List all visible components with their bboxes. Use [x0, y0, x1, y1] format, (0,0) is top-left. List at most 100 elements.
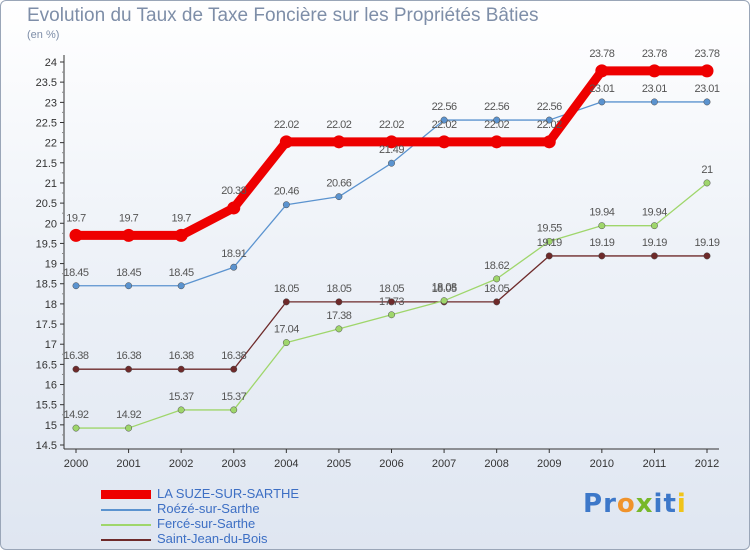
data-label-2: 17.38 [326, 310, 351, 322]
data-label-3: 19.19 [694, 237, 719, 249]
data-label-2: 14.92 [63, 409, 88, 421]
data-label-1: 20.46 [274, 186, 299, 198]
data-label-2: 19.55 [537, 222, 562, 234]
data-label-2: 18.08 [432, 282, 457, 294]
data-point-0 [122, 228, 136, 242]
data-label-1: 18.45 [169, 267, 194, 279]
x-tick-label: 2001 [116, 458, 140, 470]
data-label-0: 22.02 [379, 119, 404, 131]
data-label-0: 22.02 [484, 119, 509, 131]
data-label-0: 22.02 [432, 119, 457, 131]
data-label-3: 16.38 [169, 350, 194, 362]
data-label-0: 19.7 [66, 212, 86, 224]
y-tick-label: 18.5 [36, 279, 57, 291]
x-tick-label: 2005 [327, 458, 351, 470]
y-tick-label: 22 [45, 138, 57, 150]
y-tick-label: 21.5 [36, 158, 57, 170]
legend-swatch [101, 509, 151, 511]
data-label-0: 22.02 [274, 119, 299, 131]
data-point-3 [598, 252, 606, 260]
legend-label: Roézé-sur-Sarthe [157, 501, 260, 516]
data-point-3 [230, 365, 238, 373]
data-label-3: 18.05 [274, 283, 299, 295]
y-tick-label: 24 [45, 57, 57, 69]
data-label-3: 18.05 [484, 283, 509, 295]
data-label-1: 23.01 [694, 83, 719, 95]
data-point-1 [335, 193, 343, 201]
data-label-2: 17.04 [274, 324, 299, 336]
x-tick-label: 2003 [222, 458, 246, 470]
data-label-3: 19.19 [589, 237, 614, 249]
data-label-1: 23.01 [589, 83, 614, 95]
x-tick-label: 2010 [590, 458, 614, 470]
data-point-3 [545, 252, 553, 260]
y-tick-label: 19.5 [36, 238, 57, 250]
y-tick-label: 22.5 [36, 117, 57, 129]
data-point-2 [335, 325, 343, 333]
data-point-0 [174, 228, 188, 242]
data-point-3 [282, 298, 290, 306]
x-tick-label: 2000 [64, 458, 88, 470]
legend-item: Fercé-sur-Sarthe [101, 516, 341, 531]
data-label-0: 20.38 [221, 185, 246, 197]
data-point-1 [282, 201, 290, 209]
data-label-3: 18.05 [326, 283, 351, 295]
data-label-2: 19.94 [589, 207, 614, 219]
y-tick-label: 16 [45, 380, 57, 392]
data-label-1: 23.01 [642, 83, 667, 95]
data-point-3 [493, 298, 501, 306]
data-point-1 [703, 98, 711, 106]
data-point-3 [388, 298, 395, 306]
y-tick-label: 15.5 [36, 400, 57, 412]
y-tick-label: 18 [45, 299, 57, 311]
data-point-2 [493, 275, 501, 283]
legend-item: LA SUZE-SUR-SARTHE [101, 486, 341, 501]
y-tick-label: 21 [45, 178, 57, 190]
data-point-3 [650, 252, 658, 260]
x-tick-label: 2011 [643, 458, 667, 470]
chart-unit: (en %) [27, 29, 60, 41]
data-point-0 [279, 135, 293, 149]
data-point-1 [650, 98, 658, 106]
data-label-0: 23.78 [589, 48, 614, 60]
data-point-3 [125, 365, 133, 373]
data-point-1 [125, 282, 133, 290]
data-point-0 [385, 135, 398, 149]
data-label-0: 22.02 [537, 119, 562, 131]
data-point-1 [545, 116, 553, 124]
data-label-1: 18.45 [116, 267, 141, 279]
y-tick-label: 17.5 [36, 319, 57, 331]
x-tick-label: 2002 [169, 458, 193, 470]
data-point-2 [545, 237, 553, 245]
data-label-0: 19.7 [171, 212, 191, 224]
proxiti-logo: Proxiti [583, 489, 687, 519]
chart-title: Evolution du Taux de Taxe Foncière sur l… [27, 5, 539, 26]
x-tick-label: 2008 [484, 458, 508, 470]
data-label-1: 21.49 [379, 144, 404, 156]
data-point-1 [440, 116, 448, 124]
y-tick-label: 16.5 [36, 359, 57, 371]
legend-label: Fercé-sur-Sarthe [157, 516, 256, 531]
data-point-2 [125, 424, 133, 432]
data-label-2: 18.62 [484, 260, 509, 272]
y-tick-label: 14.5 [36, 440, 57, 452]
data-point-0 [542, 135, 556, 149]
data-point-3 [177, 365, 185, 373]
data-point-3 [72, 365, 80, 373]
data-point-2 [282, 339, 290, 347]
data-label-1: 18.91 [221, 248, 246, 260]
x-tick-label: 2009 [537, 458, 561, 470]
data-point-2 [230, 406, 238, 414]
data-point-3 [335, 298, 343, 306]
data-label-1: 22.56 [537, 101, 562, 113]
legend-swatch [101, 524, 151, 526]
data-label-0: 23.78 [694, 48, 719, 60]
y-tick-label: 23 [45, 97, 57, 109]
data-point-2 [388, 311, 395, 319]
data-point-2 [650, 222, 658, 230]
data-point-2 [598, 222, 606, 230]
y-tick-label: 15 [45, 420, 57, 432]
y-tick-label: 17 [45, 339, 57, 351]
